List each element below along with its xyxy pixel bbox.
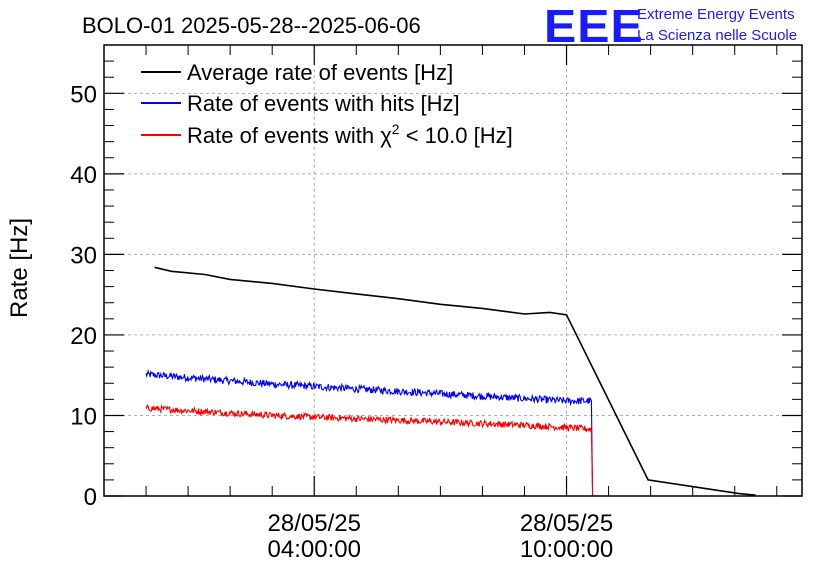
legend-chi2-symbol: χ [380, 123, 392, 148]
y-tick-label: 10 [70, 403, 97, 430]
legend: Average rate of events [Hz] Rate of even… [141, 60, 513, 148]
y-tick-label: 30 [70, 242, 97, 269]
x-tick-label-date: 28/05/25 [520, 510, 613, 537]
legend-label-chi2: Rate of events with χ2 < 10.0 [Hz] [187, 121, 513, 148]
legend-label-average: Average rate of events [Hz] [187, 60, 453, 85]
chart-title: BOLO-01 2025-05-28--2025-06-06 [82, 13, 421, 38]
grid-lines [104, 45, 802, 496]
brand-line-1: Extreme Energy Events [637, 6, 795, 23]
legend-chi2-suffix: < 10.0 [Hz] [400, 123, 513, 148]
y-tick-label: 40 [70, 162, 97, 189]
series-line-chi2 [145, 404, 756, 497]
x-tick-label-time: 10:00:00 [520, 536, 613, 563]
y-tick-label: 50 [70, 81, 97, 108]
legend-chi2-sup: 2 [392, 121, 400, 137]
y-axis-label: Rate [Hz] [6, 218, 33, 318]
x-tick-label-time: 04:00:00 [268, 536, 361, 563]
data-series [145, 266, 756, 497]
brand-line-2: La Scienza nelle Scuole [637, 27, 798, 44]
y-tick-labels: 0 10 20 30 40 50 [70, 81, 97, 511]
eee-logo: EEE [544, 0, 644, 52]
y-tick-label: 0 [84, 484, 97, 511]
series-line-average [154, 266, 756, 496]
legend-chi2-prefix: Rate of events with [187, 123, 380, 148]
x-tick-label-date: 28/05/25 [268, 510, 361, 537]
axis-ticks [104, 44, 802, 497]
legend-label-hits: Rate of events with hits [Hz] [187, 91, 460, 116]
y-tick-label: 20 [70, 323, 97, 350]
series-line-hits [145, 368, 756, 497]
